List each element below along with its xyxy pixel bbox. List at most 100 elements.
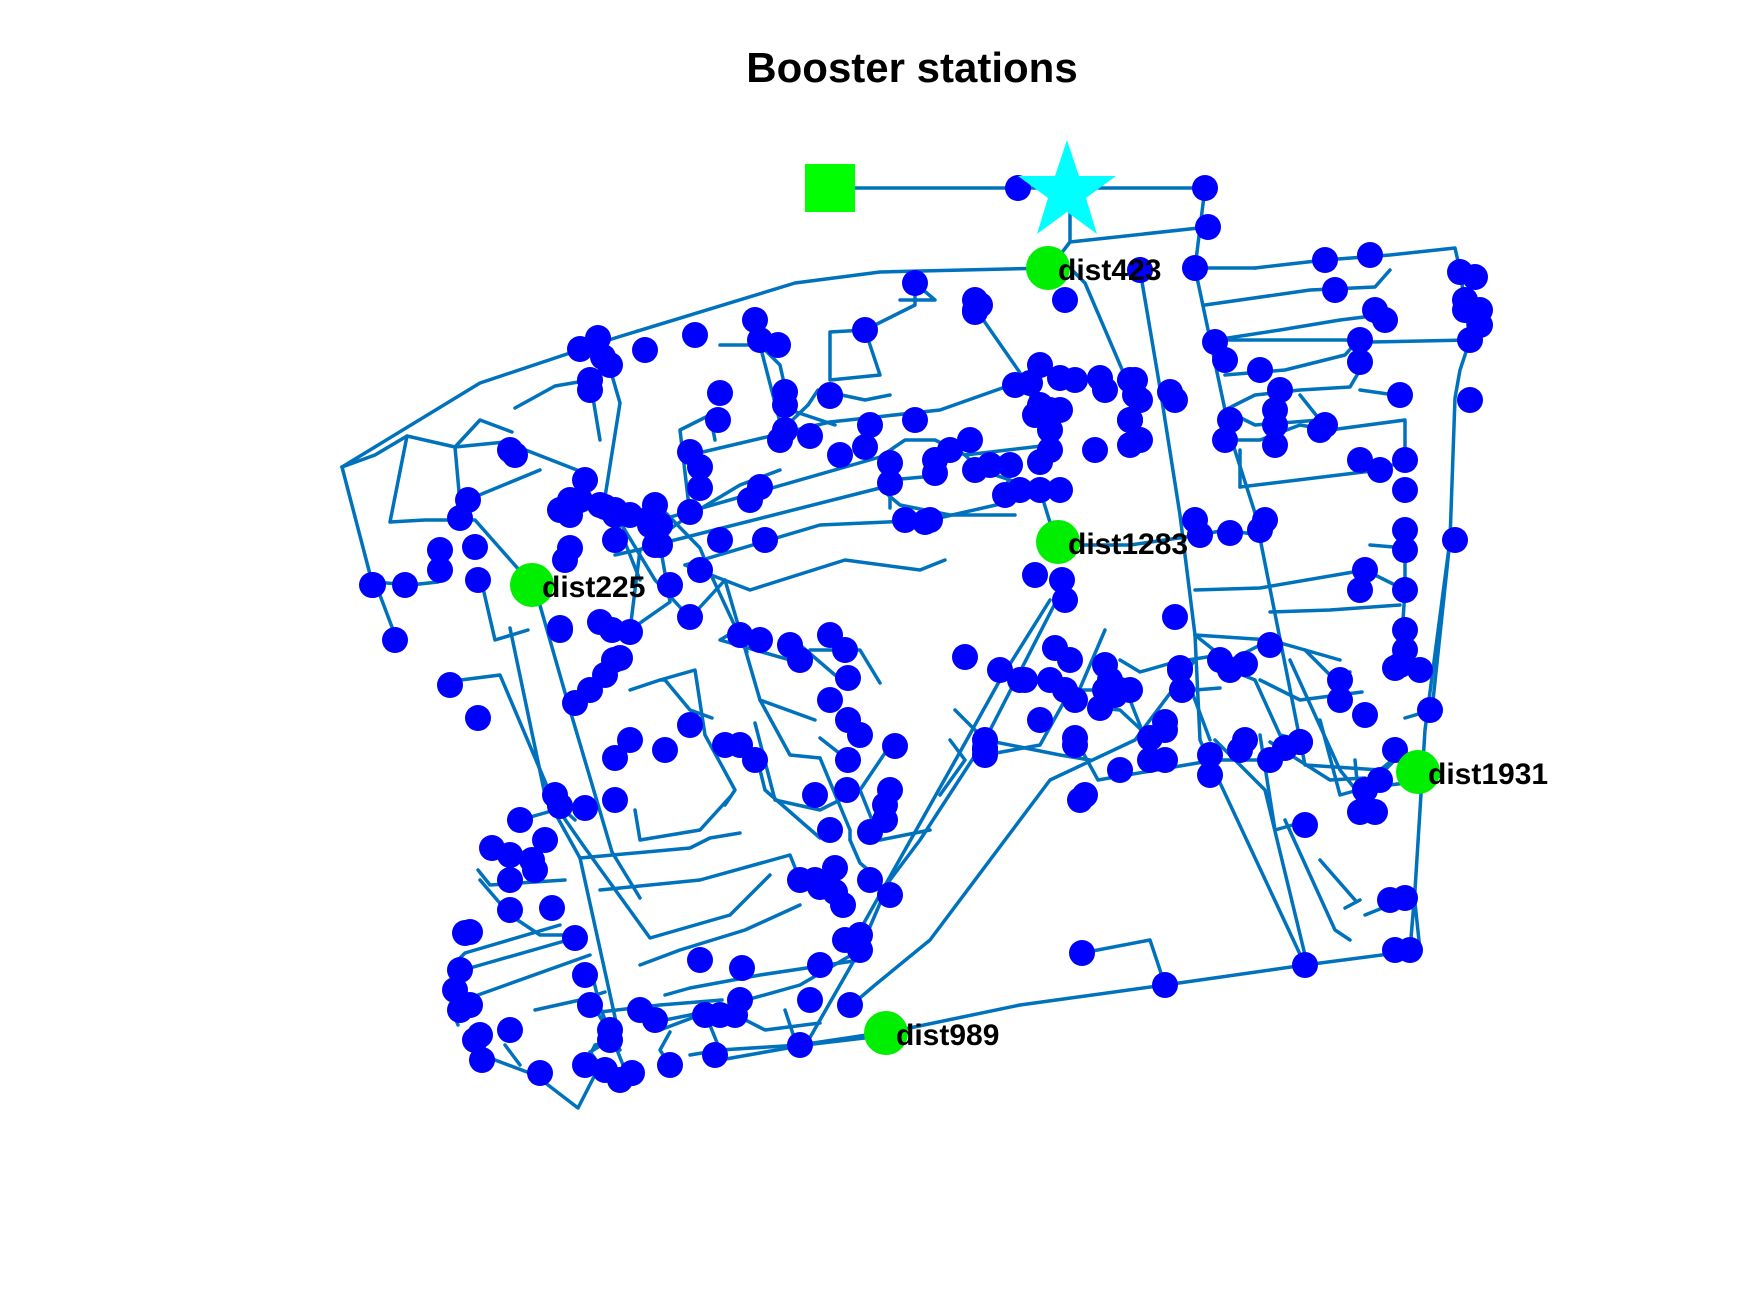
- junction-node: [607, 645, 633, 671]
- junction-node: [747, 474, 773, 500]
- junction-node: [562, 925, 588, 951]
- junction-node: [1307, 417, 1333, 443]
- junction-node: [912, 509, 938, 535]
- junction-node: [1122, 382, 1148, 408]
- junction-node: [1357, 242, 1383, 268]
- junction-node: [1037, 397, 1063, 423]
- junction-node: [687, 557, 713, 583]
- junction-node: [1397, 937, 1423, 963]
- junction-node: [1127, 257, 1153, 283]
- junction-node: [677, 439, 703, 465]
- junction-node: [1322, 277, 1348, 303]
- junction-node: [1127, 427, 1153, 453]
- junction-node: [702, 1042, 728, 1068]
- junction-node: [539, 895, 565, 921]
- junction-node: [1202, 329, 1228, 355]
- junction-node: [617, 502, 643, 528]
- junction-node: [1372, 307, 1398, 333]
- junction-node: [830, 892, 856, 918]
- junction-node: [687, 947, 713, 973]
- junction-node: [1262, 412, 1288, 438]
- junction-node: [797, 987, 823, 1013]
- junction-node: [1042, 635, 1068, 661]
- junction-node: [637, 512, 663, 538]
- junction-node: [1292, 952, 1318, 978]
- junction-node: [752, 527, 778, 553]
- junction-node: [957, 427, 983, 453]
- junction-node: [507, 807, 533, 833]
- junction-node: [857, 412, 883, 438]
- junction-node: [977, 452, 1003, 478]
- junction-node: [677, 499, 703, 525]
- junction-node: [1392, 537, 1418, 563]
- junction-node: [677, 604, 703, 630]
- junction-node: [1212, 427, 1238, 453]
- junction-node: [657, 572, 683, 598]
- junction-node: [1192, 175, 1218, 201]
- junction-node: [1049, 567, 1075, 593]
- reservoir-marker: [805, 164, 855, 212]
- junction-node: [642, 492, 668, 518]
- junction-node: [657, 1052, 683, 1078]
- junction-node: [705, 407, 731, 433]
- junction-node: [1157, 379, 1183, 405]
- junction-node: [427, 557, 453, 583]
- junction-node: [1005, 175, 1031, 201]
- junction-node: [572, 962, 598, 988]
- junction-node: [1327, 687, 1353, 713]
- junction-node: [1387, 382, 1413, 408]
- junction-node: [747, 627, 773, 653]
- junction-node: [547, 617, 573, 643]
- junction-node: [1082, 437, 1108, 463]
- junction-node: [1232, 651, 1258, 677]
- junction-node: [392, 572, 418, 598]
- junction-node: [1252, 507, 1278, 533]
- figure-title: Booster stations: [746, 44, 1077, 91]
- booster-label: dist423: [1058, 254, 1161, 287]
- junction-node: [772, 379, 798, 405]
- junction-node: [465, 705, 491, 731]
- junction-node: [877, 450, 903, 476]
- booster-node: [510, 563, 554, 607]
- junction-node: [692, 1002, 718, 1028]
- junction-node: [469, 1047, 495, 1073]
- junction-node: [1232, 727, 1258, 753]
- junction-node: [834, 777, 860, 803]
- junction-node: [822, 855, 848, 881]
- junction-node: [527, 1060, 553, 1086]
- junction-node: [857, 819, 883, 845]
- junction-node: [835, 707, 861, 733]
- junction-node: [1417, 697, 1443, 723]
- junction-node: [577, 367, 603, 393]
- junction-node: [1347, 577, 1373, 603]
- junction-node: [632, 337, 658, 363]
- junction-node: [447, 957, 473, 983]
- junction-node: [712, 732, 738, 758]
- junction-node: [852, 317, 878, 343]
- junction-node: [1392, 617, 1418, 643]
- junction-node: [479, 835, 505, 861]
- junction-node: [852, 434, 878, 460]
- junction-node: [787, 1032, 813, 1058]
- junction-node: [1072, 782, 1098, 808]
- junction-node: [1247, 357, 1273, 383]
- junction-node: [1169, 677, 1195, 703]
- junction-node: [1312, 247, 1338, 273]
- junction-node: [1187, 522, 1213, 548]
- junction-node: [1217, 407, 1243, 433]
- junction-node: [1087, 695, 1113, 721]
- junction-node: [1182, 255, 1208, 281]
- junction-node: [1392, 885, 1418, 911]
- junction-node: [1347, 349, 1373, 375]
- junction-node: [1382, 737, 1408, 763]
- junction-node: [1162, 604, 1188, 630]
- junction-node: [619, 1060, 645, 1086]
- junction-node: [727, 622, 753, 648]
- junction-node: [677, 712, 703, 738]
- junction-node: [962, 287, 988, 313]
- junction-node: [707, 527, 733, 553]
- junction-node: [1069, 940, 1095, 966]
- junction-node: [882, 733, 908, 759]
- junction-node: [1392, 517, 1418, 543]
- junction-node: [827, 442, 853, 468]
